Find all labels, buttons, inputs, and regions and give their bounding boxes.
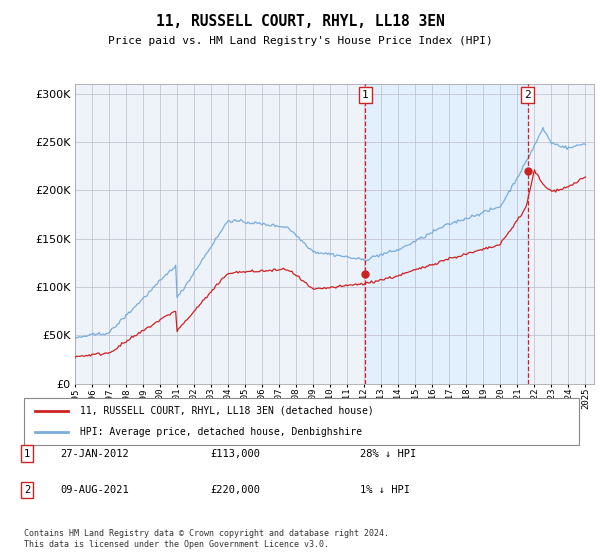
Text: £220,000: £220,000 <box>210 485 260 495</box>
Text: 1: 1 <box>24 449 30 459</box>
Text: 2: 2 <box>524 90 531 100</box>
Text: Contains HM Land Registry data © Crown copyright and database right 2024.
This d: Contains HM Land Registry data © Crown c… <box>24 529 389 549</box>
Text: 1% ↓ HPI: 1% ↓ HPI <box>360 485 410 495</box>
Text: HPI: Average price, detached house, Denbighshire: HPI: Average price, detached house, Denb… <box>79 427 361 437</box>
Text: Price paid vs. HM Land Registry's House Price Index (HPI): Price paid vs. HM Land Registry's House … <box>107 36 493 46</box>
Text: 28% ↓ HPI: 28% ↓ HPI <box>360 449 416 459</box>
Text: 09-AUG-2021: 09-AUG-2021 <box>60 485 129 495</box>
Text: 11, RUSSELL COURT, RHYL, LL18 3EN (detached house): 11, RUSSELL COURT, RHYL, LL18 3EN (detac… <box>79 406 373 416</box>
Text: 2: 2 <box>24 485 30 495</box>
Text: 1: 1 <box>362 90 369 100</box>
Text: £113,000: £113,000 <box>210 449 260 459</box>
Text: 11, RUSSELL COURT, RHYL, LL18 3EN: 11, RUSSELL COURT, RHYL, LL18 3EN <box>155 14 445 29</box>
FancyBboxPatch shape <box>24 398 579 445</box>
Text: 27-JAN-2012: 27-JAN-2012 <box>60 449 129 459</box>
